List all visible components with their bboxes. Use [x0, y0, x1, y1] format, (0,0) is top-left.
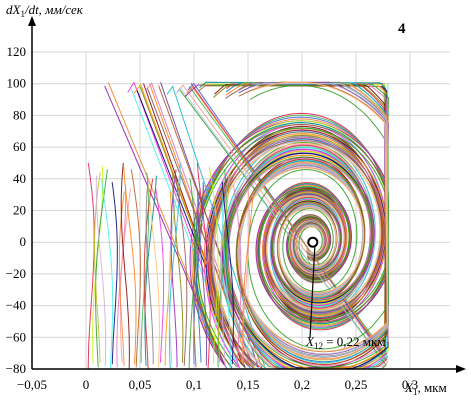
x-tick-label: −0,05: [17, 377, 47, 392]
trajectory-line: [237, 81, 388, 352]
annotation-arrow: [309, 247, 316, 339]
trajectory-line: [233, 185, 242, 368]
trajectory-line: [197, 191, 207, 366]
trajectory-line: [221, 181, 234, 365]
trajectory-line: [195, 188, 202, 363]
equilibrium-point: [307, 236, 319, 248]
x-axis-label: X1, мкм: [404, 380, 447, 397]
x-tick-label: 0,2: [294, 377, 310, 392]
y-tick-label: −20: [6, 266, 26, 281]
x-axis-arrow: [456, 365, 466, 373]
y-tick-label: 80: [13, 107, 26, 122]
trajectory-line: [155, 188, 165, 363]
trajectory-line: [193, 185, 205, 368]
y-tick-labels: 120 100 80 60 40 20 0 −20 −40 −60 −80: [6, 44, 26, 376]
y-tick-label: 100: [7, 76, 27, 91]
y-tick-label: 0: [20, 234, 27, 249]
y-tick-label: 60: [13, 139, 26, 154]
trajectory-line: [168, 166, 182, 365]
trajectory-line: [168, 162, 181, 370]
y-axis-arrow: [28, 16, 36, 26]
trajectory-line: [120, 162, 130, 370]
trajectory-line: [143, 178, 154, 370]
trajectory-line: [119, 188, 131, 363]
trajectory-line: [144, 175, 157, 366]
y-tick-label: −60: [6, 329, 26, 344]
x-tick-labels: −0,05 0 0,05 0,1 0,15 0,2 0,25 0,3: [17, 377, 418, 392]
trajectory-line: [87, 162, 95, 370]
x-tick-label: 0,15: [237, 377, 260, 392]
trajectory-line: [227, 81, 389, 367]
trajectory-line: [95, 175, 107, 366]
trajectory-line: [101, 178, 114, 370]
trajectory-line: [175, 175, 188, 366]
y-tick-label: 20: [13, 203, 26, 218]
trajectory-line: [123, 166, 137, 365]
x-tick-label: 0,05: [129, 377, 152, 392]
y-tick-label: −80: [6, 361, 26, 376]
trajectory-line: [217, 172, 231, 363]
trajectory-line: [196, 162, 211, 370]
trajectory-line: [172, 172, 184, 363]
trajectory-line: [208, 166, 219, 365]
trajectory-line: [111, 181, 118, 365]
y-tick-label: 120: [7, 44, 27, 59]
trajectory-line: [196, 127, 389, 368]
panel-label: 4: [398, 21, 406, 37]
trajectory-line: [130, 169, 141, 368]
y-tick-label: 40: [13, 171, 26, 186]
trajectory-line: [116, 185, 127, 368]
y-axis-label: dX1/dt, мм/сек: [6, 2, 84, 19]
axes: [28, 16, 466, 373]
x-tick-label: 0,3: [402, 377, 418, 392]
trajectory-line: [95, 169, 108, 368]
trajectory-line: [148, 185, 160, 368]
trajectories: [87, 81, 389, 371]
trajectory-line: [193, 123, 389, 368]
y-tick-label: −40: [6, 298, 26, 313]
trajectory-line: [242, 191, 254, 366]
trajectory-line: [94, 172, 101, 363]
trajectory-line: [212, 142, 382, 368]
trajectory-line: [145, 181, 154, 365]
trajectory-line: [222, 178, 231, 370]
x-tick-label: 0: [83, 377, 90, 392]
annotation-label: X12 = 0,22 мкм: [305, 334, 386, 351]
x-tick-label: 0,1: [186, 377, 202, 392]
x-tick-label: 0,25: [345, 377, 368, 392]
trajectory-line: [170, 169, 178, 368]
equilibrium-annotation: X12 = 0,22 мкм: [305, 236, 386, 351]
